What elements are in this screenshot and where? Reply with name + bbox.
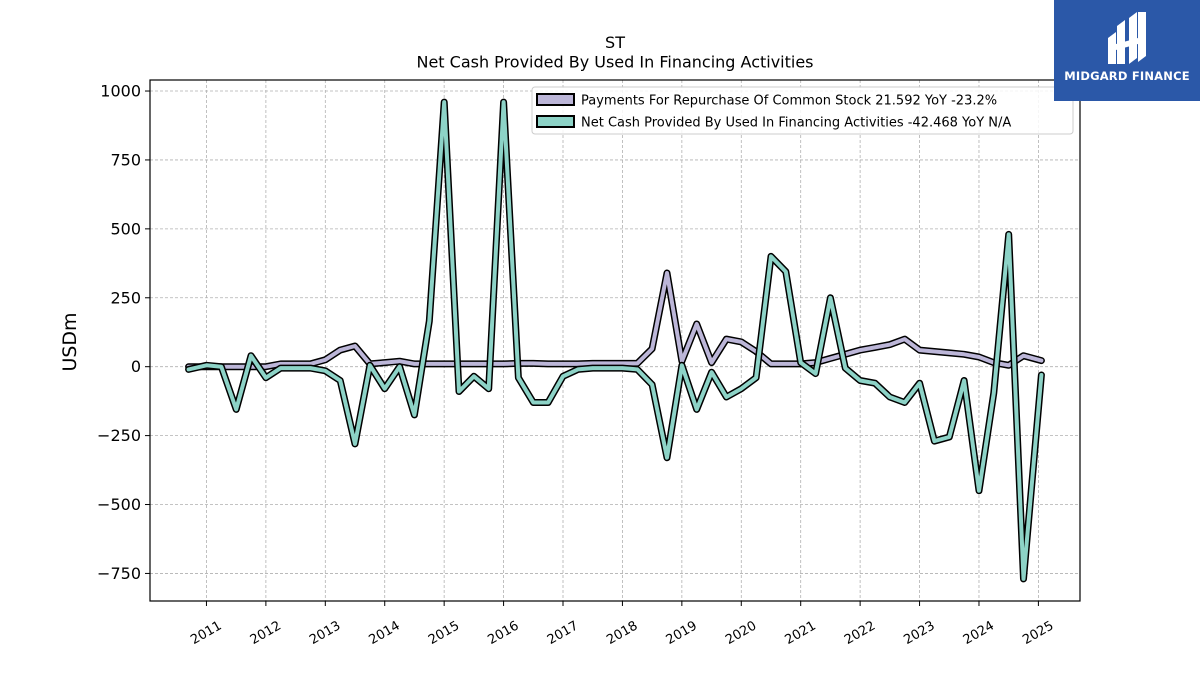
x-tick-label: 2025 — [1020, 618, 1056, 648]
chart-subtitle: Net Cash Provided By Used In Financing A… — [416, 53, 813, 72]
y-tick-label: −500 — [97, 495, 141, 514]
x-tick-label: 2018 — [604, 618, 640, 648]
legend-box — [531, 86, 1074, 135]
series-line-outline-repurchase — [185, 269, 1045, 371]
x-tick-label: 2016 — [485, 618, 521, 648]
x-tick-label: 2014 — [367, 618, 403, 648]
y-tick-label: 750 — [110, 150, 141, 169]
x-tick-label: 2024 — [961, 618, 997, 648]
legend-swatch-financing — [536, 115, 575, 128]
x-tick-label: 2013 — [307, 618, 343, 648]
series-lines — [185, 98, 1045, 583]
x-tick-label: 2015 — [426, 618, 462, 648]
x-tick-label: 2017 — [545, 618, 581, 648]
x-tick-label: 2023 — [901, 618, 937, 648]
y-tick-label: −250 — [97, 426, 141, 445]
brand-logo: MIDGARD FINANCE — [1054, 0, 1200, 101]
x-tick-label: 2012 — [248, 618, 284, 648]
y-tick-label: 1000 — [100, 82, 141, 101]
series-line-outline-financing — [185, 98, 1045, 583]
legend: Payments For Repurchase Of Common Stock … — [531, 86, 1074, 135]
x-tick-label: 2020 — [723, 618, 759, 648]
y-tick-label: 500 — [110, 219, 141, 238]
y-axis-ticks: 1000 750 500 250 0 −250 −500 −750 — [97, 82, 150, 583]
midgard-finance-logo — [1108, 12, 1146, 64]
x-tick-label: 2019 — [664, 618, 700, 648]
x-tick-label: 2011 — [188, 618, 224, 648]
x-tick-label: 2021 — [783, 618, 819, 648]
plot-frame — [149, 79, 1081, 602]
chart-title: ST — [605, 33, 625, 52]
x-axis-ticks: 2011 2012 2013 2014 2015 2016 2017 2018 2019 2020… — [188, 601, 1056, 648]
legend-label-financing: Net Cash Provided By Used In Financing A… — [581, 116, 1011, 131]
brand-name: MIDGARD FINANCE — [1064, 69, 1190, 83]
x-tick-label: 2022 — [842, 618, 878, 648]
legend-swatch-repurchase — [536, 93, 575, 106]
y-axis-label: USDm — [59, 312, 81, 371]
y-tick-label: 0 — [131, 357, 141, 376]
y-tick-label: −750 — [97, 564, 141, 583]
legend-label-repurchase: Payments For Repurchase Of Common Stock … — [581, 94, 997, 109]
series-line-financing — [186, 100, 1044, 581]
gridlines — [150, 80, 1080, 601]
series-line-repurchase — [186, 271, 1044, 369]
y-tick-label: 250 — [110, 288, 141, 307]
